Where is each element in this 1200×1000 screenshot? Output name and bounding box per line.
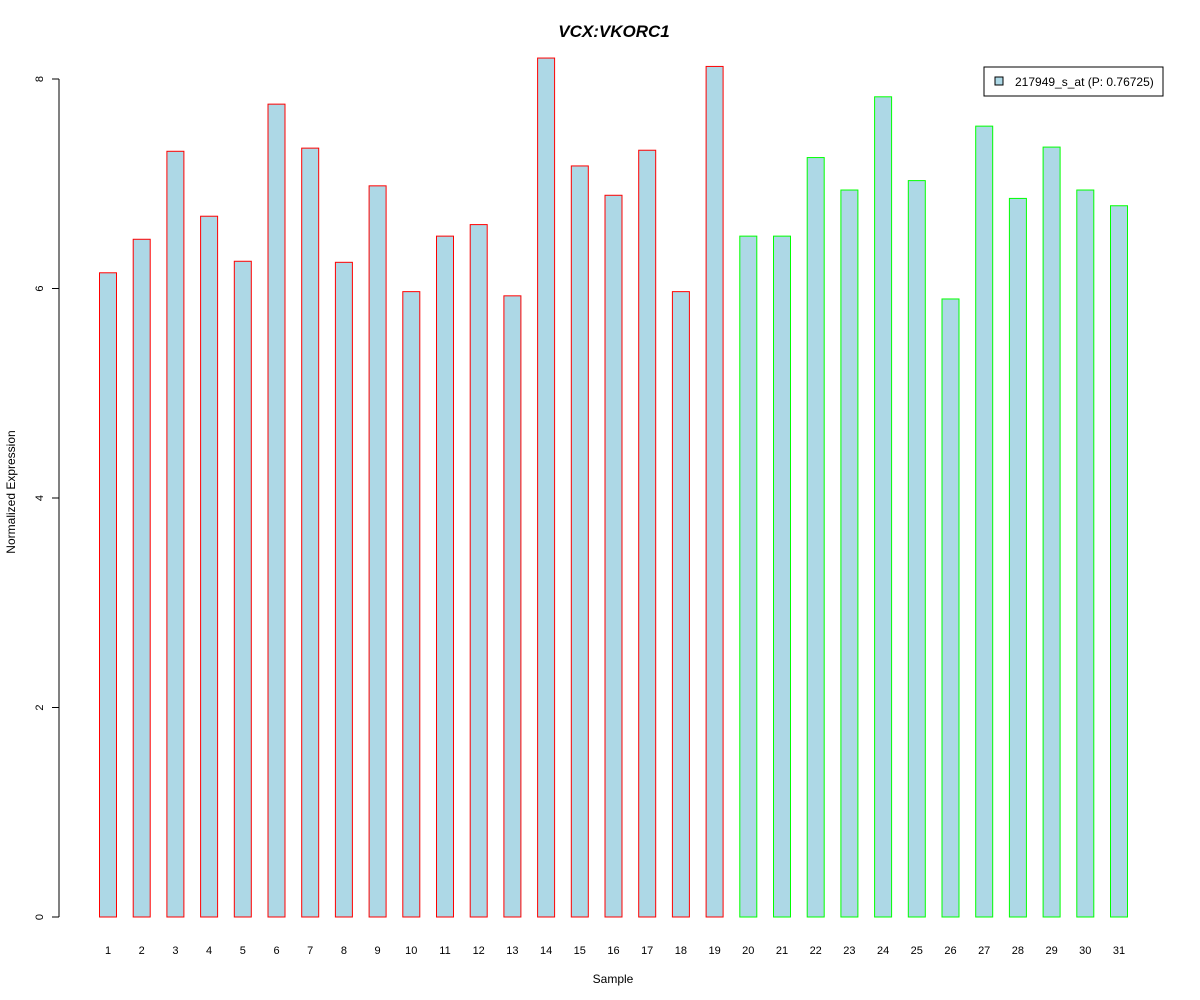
x-tick-label: 24 <box>877 945 889 957</box>
y-axis-label: Normalized Expression <box>4 430 18 553</box>
x-tick-label: 25 <box>911 945 923 957</box>
bar-sample-31 <box>1110 205 1128 918</box>
legend-entry-label: 217949_s_at (P: 0.76725) <box>1015 75 1154 89</box>
bar-sample-3 <box>166 150 185 918</box>
x-tick-label: 2 <box>139 945 145 957</box>
bar-sample-19 <box>705 65 724 918</box>
chart-title: VCX:VKORC1 <box>558 22 669 41</box>
bar-sample-24 <box>874 96 893 918</box>
legend-box <box>983 66 1164 97</box>
y-tick-label: 2 <box>34 704 46 710</box>
x-tick-label: 10 <box>405 945 417 957</box>
x-tick-label: 6 <box>273 945 279 957</box>
bar-sample-26 <box>941 298 960 918</box>
x-tick-label: 28 <box>1012 945 1024 957</box>
bar-sample-13 <box>503 295 522 918</box>
x-tick-label: 19 <box>708 945 720 957</box>
bar-sample-20 <box>739 235 758 918</box>
y-axis: 0 2 4 6 8 <box>34 76 60 920</box>
bar-sample-11 <box>436 235 454 918</box>
legend-swatch <box>994 76 1004 86</box>
x-tick-label: 20 <box>742 945 754 957</box>
bar-sample-12 <box>469 224 488 918</box>
x-tick-label: 13 <box>506 945 518 957</box>
bar-sample-10 <box>402 291 421 918</box>
y-tick-label: 4 <box>34 495 46 501</box>
x-tick-labels: 1 2 3 4 5 6 7 8 9 10 11 12 13 14 15 16 17 18 19 20 21 22 23 24 2… <box>105 945 1125 957</box>
bar-sample-5 <box>233 260 252 918</box>
bar-sample-6 <box>267 103 286 918</box>
bar-sample-1 <box>99 272 117 918</box>
x-tick-label: 1 <box>105 945 111 957</box>
x-tick-label: 22 <box>810 945 822 957</box>
bar-sample-8 <box>334 261 353 918</box>
x-tick-label: 21 <box>776 945 788 957</box>
bar-sample-14 <box>537 57 556 918</box>
x-tick-label: 18 <box>675 945 687 957</box>
bar-sample-9 <box>368 185 387 918</box>
bar-sample-17 <box>638 149 657 918</box>
x-tick-label: 26 <box>944 945 956 957</box>
x-tick-label: 12 <box>473 945 485 957</box>
bar-sample-21 <box>773 235 791 918</box>
x-tick-label: 8 <box>341 945 347 957</box>
bar-sample-2 <box>132 238 151 918</box>
x-tick-label: 7 <box>307 945 313 957</box>
bar-sample-4 <box>200 215 219 918</box>
y-tick-label: 6 <box>34 285 46 291</box>
bar-sample-27 <box>975 125 994 918</box>
x-tick-label: 31 <box>1113 945 1125 957</box>
x-tick-label: 4 <box>206 945 212 957</box>
bar-sample-18 <box>671 291 690 918</box>
bar-sample-29 <box>1042 146 1061 918</box>
x-tick-label: 11 <box>439 945 450 957</box>
x-tick-label: 30 <box>1079 945 1091 957</box>
x-tick-label: 23 <box>843 945 855 957</box>
bar-sample-28 <box>1008 197 1027 918</box>
bar-sample-16 <box>604 194 623 918</box>
x-tick-label: 27 <box>978 945 990 957</box>
bar-sample-25 <box>907 180 926 918</box>
x-tick-label: 17 <box>641 945 653 957</box>
x-tick-label: 15 <box>574 945 586 957</box>
x-tick-label: 3 <box>172 945 178 957</box>
bar-sample-23 <box>840 189 859 918</box>
x-tick-label: 29 <box>1045 945 1057 957</box>
x-tick-label: 9 <box>375 945 381 957</box>
bar-sample-22 <box>806 157 825 918</box>
legend: 217949_s_at (P: 0.76725) <box>983 66 1164 97</box>
x-tick-label: 14 <box>540 945 552 957</box>
x-tick-label: 5 <box>240 945 246 957</box>
bar-sample-7 <box>301 147 320 918</box>
x-axis-label: Sample <box>593 972 634 986</box>
bar-sample-30 <box>1076 189 1095 918</box>
y-tick-label: 0 <box>34 914 46 920</box>
y-tick-label: 8 <box>34 76 46 82</box>
bar-sample-15 <box>570 165 589 918</box>
bars <box>99 57 1128 918</box>
x-tick-label: 16 <box>607 945 619 957</box>
